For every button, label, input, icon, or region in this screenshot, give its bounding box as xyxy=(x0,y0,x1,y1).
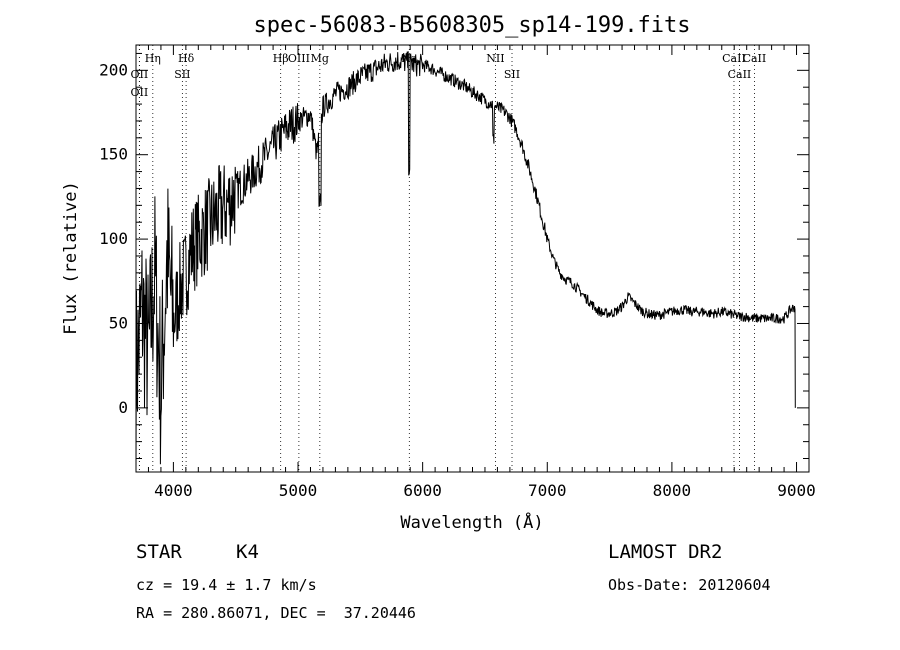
x-tick-label: 7000 xyxy=(528,481,567,500)
spectral-line-label: Hβ xyxy=(273,52,289,65)
spectral-line-label: OII xyxy=(131,86,149,99)
spectral-line-label: Hη xyxy=(145,52,161,65)
chart-title: spec-56083-B5608305_sp14-199.fits xyxy=(253,13,690,38)
x-axis-label: Wavelength (Å) xyxy=(400,511,543,533)
object-type: STAR xyxy=(136,541,182,563)
spectral-line-label: CaII xyxy=(722,52,746,65)
x-tick-label: 9000 xyxy=(777,481,816,500)
survey-name: LAMOST DR2 xyxy=(608,541,723,563)
spectral-line-label: OIII xyxy=(288,52,310,65)
y-tick-label: 50 xyxy=(109,313,128,332)
y-tick-label: 0 xyxy=(118,398,128,417)
x-tick-label: 8000 xyxy=(653,481,692,500)
y-axis-label: Flux (relative) xyxy=(61,181,81,335)
x-tick-label: 5000 xyxy=(279,481,318,500)
observation-date: Obs-Date: 20120604 xyxy=(608,576,771,594)
y-tick-label: 100 xyxy=(99,229,128,248)
spectral-line-label: SII xyxy=(504,68,520,81)
spectral-line-label: CaII xyxy=(728,68,752,81)
spectral-line-label: NII xyxy=(486,52,504,65)
plot-frame xyxy=(135,44,810,473)
spectral-line-label: Mg xyxy=(311,52,329,65)
spectral-line-label: OII xyxy=(131,68,149,81)
object-subclass: K4 xyxy=(236,541,259,563)
y-tick-label: 150 xyxy=(99,145,128,164)
x-tick-label: 4000 xyxy=(154,481,193,500)
x-tick-label: 6000 xyxy=(403,481,442,500)
spectral-line-label: SII xyxy=(174,68,190,81)
coordinates-text: RA = 280.86071, DEC = 37.20446 xyxy=(136,604,416,622)
spectrum-line xyxy=(135,51,796,467)
axis-ticks-layer: 4000 5000 6000 7000 8000 9000 0 50 100 150 200 xyxy=(99,45,816,500)
spectral-line-label: CaII xyxy=(743,52,767,65)
y-tick-label: 200 xyxy=(99,60,128,79)
spectral-line-label: Hδ xyxy=(178,52,195,65)
redshift-text: cz = 19.4 ± 1.7 km/s xyxy=(136,576,317,594)
